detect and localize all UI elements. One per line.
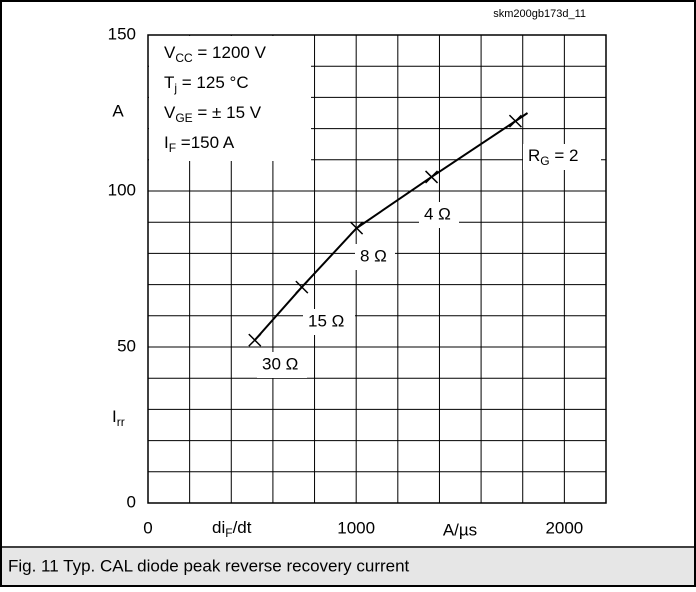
condition: IF =150 A bbox=[164, 133, 235, 155]
x-axis-unit: A/µs bbox=[443, 520, 477, 539]
y-axis-label-sub: rr bbox=[117, 415, 125, 429]
condition-sub: CC bbox=[175, 51, 193, 65]
condition-text: = ± 15 V bbox=[193, 103, 262, 122]
x-tick-label: 1000 bbox=[337, 518, 375, 537]
condition-sub: GE bbox=[175, 111, 192, 125]
label-bg bbox=[303, 309, 355, 335]
label-bg bbox=[355, 244, 395, 270]
conditions-box bbox=[149, 36, 311, 161]
condition: Tj = 125 °C bbox=[164, 73, 249, 95]
y-axis-label: Irr bbox=[112, 407, 125, 429]
condition-text: = 125 °C bbox=[177, 73, 249, 92]
y-axis-unit: A bbox=[112, 101, 124, 120]
x-tick-label: 2000 bbox=[545, 518, 583, 537]
x-axis-label-text: /dt bbox=[233, 518, 252, 537]
condition-symbol: V bbox=[164, 43, 176, 62]
y-axis-label-symbol: I bbox=[112, 407, 117, 426]
figure-id: skm200gb173d_11 bbox=[493, 8, 586, 20]
point-label-symbol: R bbox=[528, 146, 540, 165]
x-axis-label: diF/dt bbox=[212, 518, 252, 540]
point-label: 4 Ω bbox=[424, 204, 451, 223]
caption: Fig. 11 Typ. CAL diode peak reverse reco… bbox=[8, 556, 410, 575]
marker bbox=[425, 170, 439, 184]
marker bbox=[248, 333, 262, 347]
label-bg bbox=[257, 352, 307, 378]
marker bbox=[508, 114, 522, 128]
condition-sub: F bbox=[169, 141, 176, 155]
y-tick-label: 100 bbox=[108, 180, 136, 199]
point-label: 15 Ω bbox=[308, 311, 344, 330]
condition-symbol: V bbox=[164, 103, 176, 122]
point-label: 30 Ω bbox=[262, 354, 298, 373]
condition: VGE = ± 15 V bbox=[164, 103, 262, 125]
caption-bar bbox=[2, 548, 694, 585]
y-tick-label: 0 bbox=[127, 492, 136, 511]
x-axis-label-sub: F bbox=[225, 526, 232, 540]
y-tick-label: 150 bbox=[108, 24, 136, 43]
marker bbox=[295, 280, 309, 294]
label-bg bbox=[523, 144, 601, 170]
plot-border bbox=[147, 34, 607, 504]
point-label-text: = 2 bbox=[550, 146, 579, 165]
marker bbox=[350, 221, 364, 235]
condition-symbol: I bbox=[164, 133, 169, 152]
point-label: RG = 2 bbox=[528, 146, 578, 168]
condition-text: = 1200 V bbox=[193, 43, 267, 62]
condition: VCC = 1200 V bbox=[164, 43, 267, 65]
point-label: 8 Ω bbox=[360, 246, 387, 265]
x-axis-label-symbol: di bbox=[212, 518, 225, 537]
condition-symbol: T bbox=[164, 73, 174, 92]
y-tick-label: 50 bbox=[117, 336, 136, 355]
x-tick-label: 0 bbox=[143, 518, 152, 537]
point-label-sub: G bbox=[540, 154, 549, 168]
label-bg bbox=[419, 202, 459, 228]
condition-sub: j bbox=[173, 81, 177, 95]
condition-text: =150 A bbox=[176, 133, 235, 152]
